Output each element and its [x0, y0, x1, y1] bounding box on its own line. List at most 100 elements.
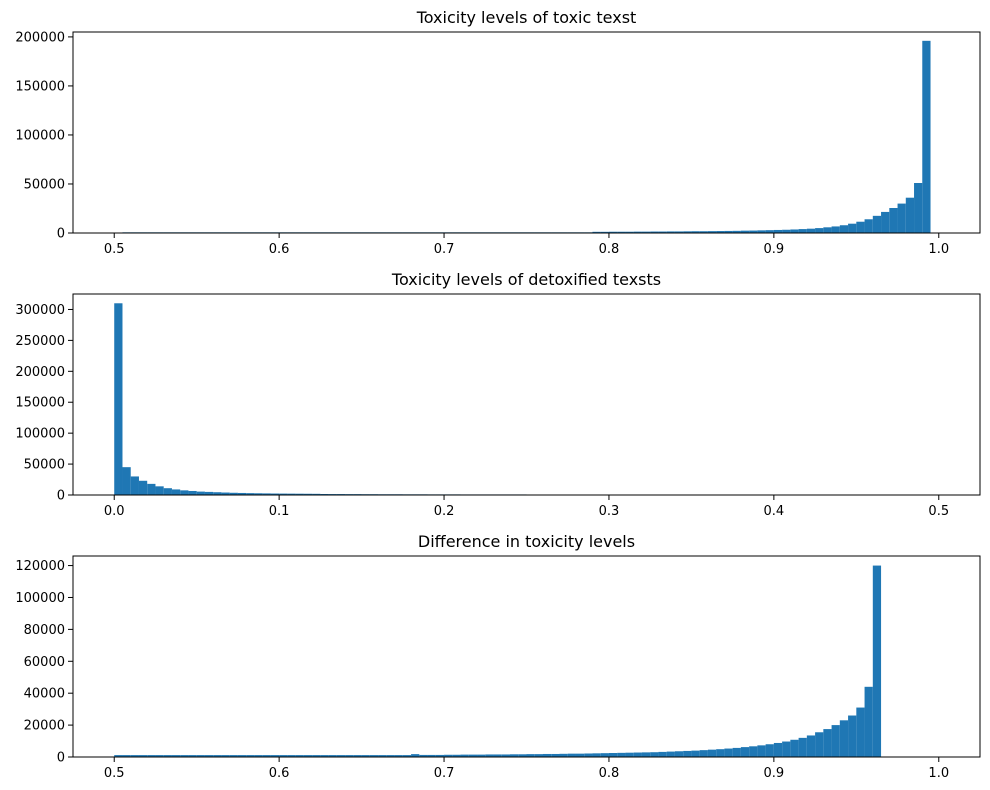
y-tick-label: 150000 [15, 79, 65, 94]
chart-1: Toxicity levels of toxic texst 0.5 0.6 0.7 0… [15, 8, 981, 257]
x-tick-label: 0.9 [764, 242, 785, 257]
histogram-bar [707, 749, 717, 757]
y-tick-label: 40000 [24, 687, 65, 702]
histogram-bar [765, 744, 774, 757]
x-tick-label: 0.1 [269, 504, 290, 519]
bars [114, 303, 923, 496]
histogram-bar [452, 754, 461, 757]
y-tick-label: 50000 [24, 177, 65, 192]
histogram-bar [435, 754, 445, 757]
histogram-bar [815, 732, 824, 757]
x-tick-label: 1.0 [928, 242, 949, 257]
histogram-bar [872, 215, 882, 233]
histogram-bar [864, 219, 873, 233]
x-tick-label: 0.9 [764, 766, 785, 781]
histogram-bar [666, 751, 675, 757]
histogram-bar [584, 753, 593, 757]
histogram-bar [188, 490, 197, 495]
histogram-bar [254, 493, 263, 495]
histogram-bar [749, 746, 758, 757]
histogram-bar [617, 752, 626, 757]
histogram-bar [460, 754, 469, 757]
histogram-bar [650, 231, 659, 233]
histogram-bar [114, 755, 123, 757]
histogram-bar [658, 751, 667, 757]
histogram-bar [575, 753, 585, 757]
histogram-bar [213, 755, 222, 757]
histogram-bar [518, 754, 527, 757]
x-tick-label: 0.4 [764, 504, 785, 519]
histogram-bar [600, 753, 609, 757]
y-tick-label: 250000 [15, 334, 65, 349]
histogram-bar [641, 231, 651, 233]
chart-title: Difference in toxicity levels [418, 532, 635, 551]
histogram-bar [270, 755, 280, 757]
histogram-bar [138, 480, 148, 495]
histogram-bar [510, 754, 519, 757]
histogram-bar [707, 231, 717, 233]
y-tick-label: 200000 [15, 365, 65, 380]
histogram-bar [394, 755, 403, 757]
histogram-bar [155, 486, 164, 495]
histogram-bar [213, 492, 222, 495]
histogram-bar [229, 492, 238, 495]
histogram-bar [617, 231, 626, 233]
histogram-bar [691, 231, 700, 233]
histogram-bar [905, 197, 915, 233]
histogram-bar [782, 229, 791, 233]
histogram-bar [180, 755, 189, 757]
x-tick-label: 0.2 [434, 504, 455, 519]
x-tick-label: 0.7 [434, 766, 455, 781]
histogram-bar [897, 203, 906, 233]
y-tick-label: 20000 [24, 719, 65, 734]
histogram-bar [592, 753, 601, 757]
histogram-bar [724, 230, 733, 233]
histogram-bar [279, 493, 288, 495]
histogram-bar [526, 754, 535, 757]
histogram-bar [295, 493, 304, 495]
x-tick-label: 1.0 [928, 766, 949, 781]
histogram-bar [312, 493, 321, 495]
histogram-bar [773, 742, 783, 757]
histogram-bar [798, 229, 807, 233]
histogram-bar [691, 750, 700, 757]
histogram-bar [625, 752, 634, 757]
histogram-bar [262, 493, 271, 495]
histogram-bar [699, 750, 708, 757]
x-tick-label: 0.3 [599, 504, 620, 519]
histogram-bar [287, 493, 296, 495]
histogram-bar [848, 715, 857, 757]
histogram-bar [831, 725, 840, 757]
histogram-bar [773, 229, 783, 233]
histogram-bar [477, 754, 486, 757]
histogram-bar [419, 754, 428, 757]
x-tick-label: 0.5 [928, 504, 949, 519]
histogram-bar [196, 755, 205, 757]
histogram-bar [147, 483, 156, 495]
histogram-bar [641, 752, 651, 757]
histogram-bar [790, 739, 799, 757]
chart-3: Difference in toxicity levels 0.5 0.6 0.7 0.… [15, 532, 981, 781]
histogram-bar [831, 226, 840, 233]
histogram-bar [221, 492, 230, 495]
histogram-bar [196, 491, 205, 495]
histogram-bar [542, 753, 552, 757]
histogram-bar [790, 229, 799, 233]
x-tick-label: 0.0 [104, 504, 125, 519]
histogram-bar [279, 755, 288, 757]
histogram-bar [303, 493, 313, 495]
histogram-bar [402, 755, 412, 757]
histogram-bar [188, 755, 197, 757]
y-tick-label: 100000 [15, 128, 65, 143]
histogram-bar [683, 231, 692, 233]
bars [114, 40, 931, 234]
y-tick-label: 100000 [15, 427, 65, 442]
histogram-bar [856, 221, 865, 233]
histogram-bar [163, 755, 172, 757]
histogram-bar [246, 493, 255, 495]
histogram-bar [534, 754, 543, 757]
histogram-bar [138, 755, 148, 757]
histogram-bar [683, 750, 692, 757]
chart-2: Toxicity levels of detoxified texsts 0.0 0… [15, 270, 981, 519]
histogram-bar [163, 488, 172, 495]
